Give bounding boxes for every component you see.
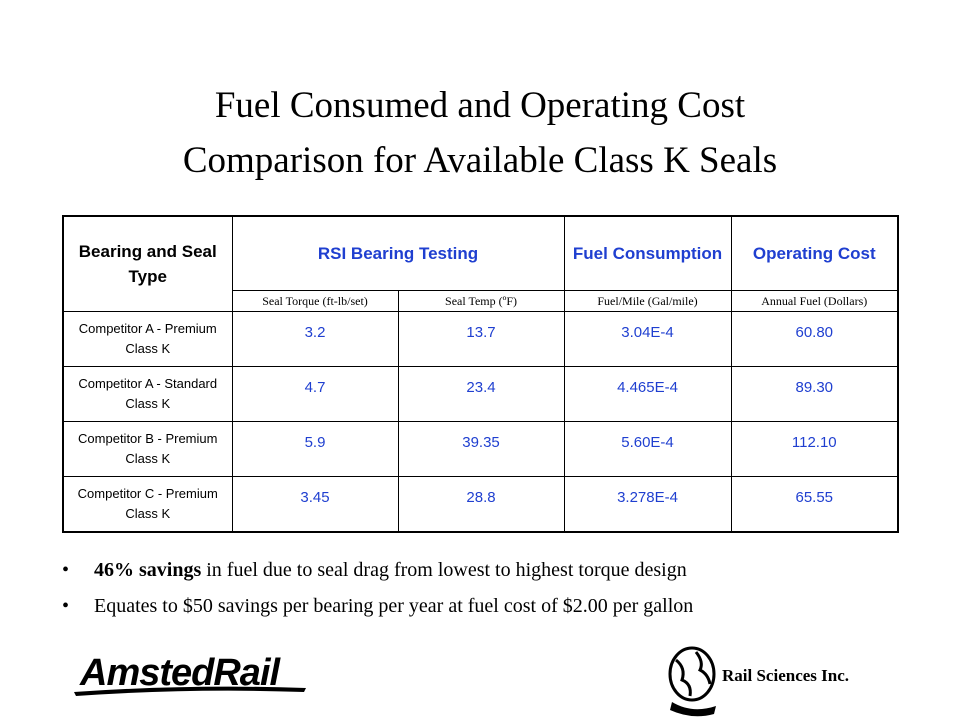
header-cell: Fuel Consumption (563, 215, 732, 291)
logo-swoosh (74, 686, 306, 696)
seal-type-cell: Competitor B - Premium Class K (62, 421, 233, 477)
value-cell: 3.2 (231, 311, 399, 367)
bullet: 46% savings in fuel due to seal drag fro… (62, 552, 942, 588)
value-cell: 3.45 (231, 476, 399, 533)
value-cell: 3.278E-4 (563, 476, 732, 533)
value-cell: 4.7 (231, 366, 399, 422)
subheader-cell: Seal Torque (ft-lb/set) (231, 290, 399, 312)
globe-icon (668, 646, 716, 717)
data-row: Competitor B - Premium Class K 5.9 39.35 5.… (62, 421, 899, 477)
seal-type-cell: Competitor C - Premium Class K (62, 476, 233, 533)
value-cell: 5.9 (231, 421, 399, 477)
value-cell: 3.04E-4 (563, 311, 732, 367)
subheader-cell: Fuel/Mile (Gal/mile) (563, 290, 732, 312)
value-cell: 89.30 (730, 366, 899, 422)
bullet-list: 46% savings in fuel due to seal drag fro… (62, 552, 942, 624)
value-cell: 5.60E-4 (563, 421, 732, 477)
company-name: Rail Sciences Inc. (722, 666, 850, 685)
header-cell: RSI Bearing Testing (231, 215, 565, 291)
bullet-text: in fuel due to seal drag from lowest to … (206, 559, 687, 581)
bullet-bold: 46% savings (94, 559, 202, 581)
company-logo: AmstedRail (80, 652, 280, 694)
value-cell: 4.465E-4 (563, 366, 732, 422)
value-cell: 112.10 (730, 421, 899, 477)
title-line: Comparison for Available Class K Seals (182, 140, 778, 181)
title-line: Fuel Consumed and Operating Cost (214, 85, 746, 126)
data-row: Competitor A - Standard Class K 4.7 23.4 4.… (62, 366, 899, 422)
comparison-table: Bearing and Seal Type RSI Bearing Testin… (62, 215, 900, 533)
value-cell: 65.55 (730, 476, 899, 533)
header-cell: Operating Cost (730, 215, 899, 291)
value-cell: 28.8 (397, 476, 565, 533)
bullet-text: Equates to $50 savings per bearing per y… (94, 595, 694, 617)
data-row: Competitor A - Premium Class K 3.2 13.7 3.0… (62, 311, 899, 367)
bullet: Equates to $50 savings per bearing per y… (62, 588, 942, 624)
slide-title: Fuel Consumed and Operating Cost Compari… (0, 78, 960, 188)
value-cell: 13.7 (397, 311, 565, 367)
subheader-cell: Seal Temp (ºF) (397, 290, 565, 312)
value-cell: 23.4 (397, 366, 565, 422)
value-cell: 60.80 (730, 311, 899, 367)
value-cell: 39.35 (397, 421, 565, 477)
header-cell: Bearing and Seal Type (62, 215, 233, 312)
header-row: Bearing and Seal Type RSI Bearing Testin… (62, 215, 899, 312)
seal-type-cell: Competitor A - Premium Class K (62, 311, 233, 367)
subheader-cell: Annual Fuel (Dollars) (730, 290, 899, 312)
seal-type-cell: Competitor A - Standard Class K (62, 366, 233, 422)
data-row: Competitor C - Premium Class K 3.45 28.8 3.… (62, 476, 899, 533)
